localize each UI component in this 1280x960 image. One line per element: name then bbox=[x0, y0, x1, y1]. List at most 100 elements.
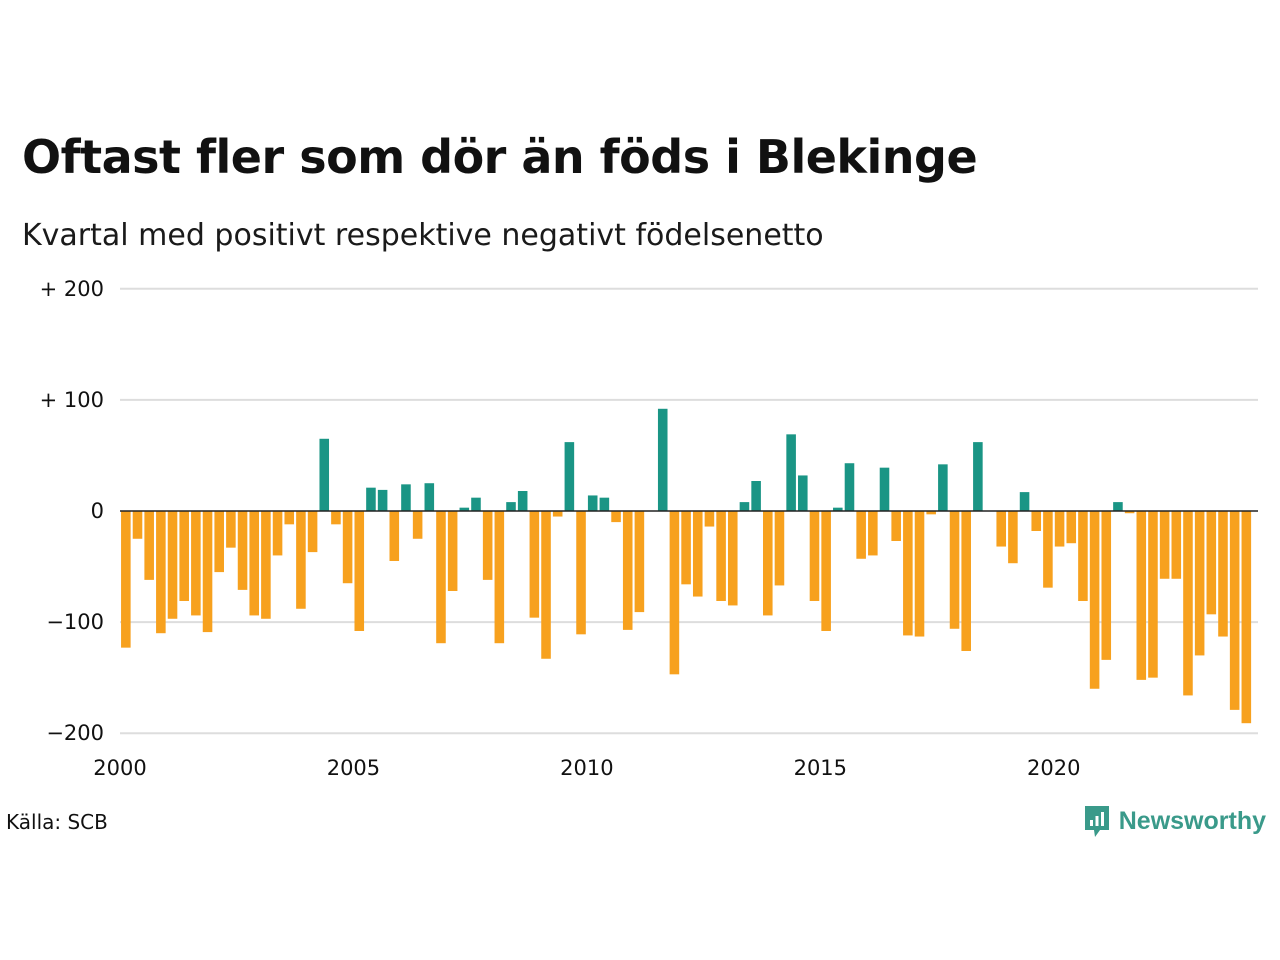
bar-negative bbox=[704, 511, 715, 527]
bar-negative bbox=[809, 511, 820, 601]
bar-negative bbox=[727, 511, 738, 606]
source-note: Källa: SCB bbox=[6, 810, 108, 834]
bar-positive bbox=[506, 502, 516, 511]
bar-negative bbox=[272, 511, 283, 556]
bar-negative bbox=[389, 511, 400, 561]
bar-negative bbox=[1229, 511, 1240, 710]
x-tick-label: 2015 bbox=[794, 756, 847, 780]
bar-negative bbox=[1218, 511, 1228, 637]
bar-negative bbox=[763, 511, 773, 616]
bar-negative bbox=[296, 511, 306, 609]
bar-positive bbox=[471, 497, 481, 511]
y-tick-label: −100 bbox=[46, 610, 104, 634]
chart-subtitle: Kvartal med positivt respektive negativt… bbox=[22, 218, 824, 253]
bar-negative bbox=[1124, 511, 1135, 514]
bar-positive bbox=[879, 467, 890, 511]
bar-negative bbox=[634, 511, 645, 613]
bar-negative bbox=[1101, 511, 1112, 660]
bar-negative bbox=[412, 511, 423, 539]
bar-negative bbox=[1136, 511, 1147, 680]
bar-positive bbox=[1019, 492, 1030, 511]
bar-negative bbox=[249, 511, 260, 616]
bar-negative bbox=[191, 511, 201, 616]
bar-negative bbox=[179, 511, 189, 601]
bar-positive bbox=[599, 497, 610, 511]
bar-negative bbox=[891, 511, 901, 541]
bar-negative bbox=[1078, 511, 1088, 601]
bars-layer bbox=[121, 408, 1252, 724]
bar-negative bbox=[821, 511, 831, 631]
bar-negative bbox=[354, 511, 365, 631]
y-tick-label: 0 bbox=[91, 499, 104, 523]
bar-negative bbox=[436, 511, 446, 644]
bar-negative bbox=[1043, 511, 1053, 588]
bar-positive bbox=[973, 442, 983, 511]
bar-positive bbox=[938, 464, 948, 511]
bar-negative bbox=[237, 511, 248, 590]
bar-negative bbox=[961, 511, 971, 651]
bar-negative bbox=[202, 511, 213, 633]
bar-positive bbox=[751, 481, 761, 511]
bar-negative bbox=[529, 511, 540, 618]
axis-layer: + 200 + 100 0 −100 −200 2000 2005 2010 2015 2020 bbox=[40, 277, 1258, 780]
brand-name: Newsworthy bbox=[1118, 806, 1266, 835]
bar-negative bbox=[144, 511, 154, 580]
brand-logo[interactable]: Newsworthy bbox=[1083, 804, 1266, 838]
bar-positive bbox=[517, 491, 528, 511]
bar-positive bbox=[844, 463, 855, 511]
bar-negative bbox=[541, 511, 551, 659]
y-tick-label: + 100 bbox=[40, 388, 104, 412]
bar-negative bbox=[226, 511, 236, 548]
x-tick-label: 2005 bbox=[327, 756, 380, 780]
bar-negative bbox=[552, 511, 563, 517]
bar-negative bbox=[1066, 511, 1077, 544]
bar-negative bbox=[622, 511, 633, 630]
bar-negative bbox=[774, 511, 785, 586]
bar-positive bbox=[377, 489, 388, 511]
bar-negative bbox=[716, 511, 726, 601]
bar-negative bbox=[1241, 511, 1252, 724]
bar-positive bbox=[786, 434, 796, 511]
bar-negative bbox=[1148, 511, 1158, 678]
bar-negative bbox=[1089, 511, 1100, 689]
bar-negative bbox=[1054, 511, 1065, 547]
bar-negative bbox=[1183, 511, 1193, 696]
bar-negative bbox=[949, 511, 960, 629]
bar-negative bbox=[482, 511, 493, 580]
y-tick-label: −200 bbox=[46, 721, 104, 745]
y-tick-label: + 200 bbox=[40, 277, 104, 301]
bar-negative bbox=[1206, 511, 1217, 615]
bar-negative bbox=[1159, 511, 1170, 579]
bar-negative bbox=[576, 511, 586, 635]
bar-negative bbox=[121, 511, 131, 648]
x-tick-label: 2010 bbox=[560, 756, 613, 780]
bar-negative bbox=[331, 511, 341, 525]
chart-title: Oftast fler som dör än föds i Blekinge bbox=[22, 130, 978, 184]
bar-negative bbox=[1171, 511, 1182, 579]
bar-positive bbox=[564, 442, 575, 511]
bar-positive bbox=[739, 502, 750, 511]
bar-negative bbox=[868, 511, 878, 556]
bar-positive bbox=[459, 507, 470, 511]
grid-layer bbox=[120, 287, 1258, 735]
bar-negative bbox=[926, 511, 936, 515]
bar-positive bbox=[401, 484, 411, 511]
bar-negative bbox=[261, 511, 271, 619]
bar-negative bbox=[342, 511, 353, 584]
bar-negative bbox=[1194, 511, 1205, 656]
bar-negative bbox=[681, 511, 691, 585]
bar-negative bbox=[307, 511, 318, 553]
bar-negative bbox=[494, 511, 505, 644]
bar-positive bbox=[798, 475, 808, 511]
bar-negative bbox=[611, 511, 621, 523]
bar-negative bbox=[447, 511, 458, 591]
bar-negative bbox=[856, 511, 866, 559]
newsworthy-chart-bubble-icon bbox=[1084, 806, 1109, 837]
bar-positive bbox=[587, 495, 598, 511]
bar-negative bbox=[692, 511, 703, 597]
bar-negative bbox=[1031, 511, 1042, 531]
bar-positive bbox=[1113, 502, 1123, 511]
bar-negative bbox=[996, 511, 1007, 547]
bar-positive bbox=[424, 483, 435, 511]
bar-negative bbox=[284, 511, 295, 525]
